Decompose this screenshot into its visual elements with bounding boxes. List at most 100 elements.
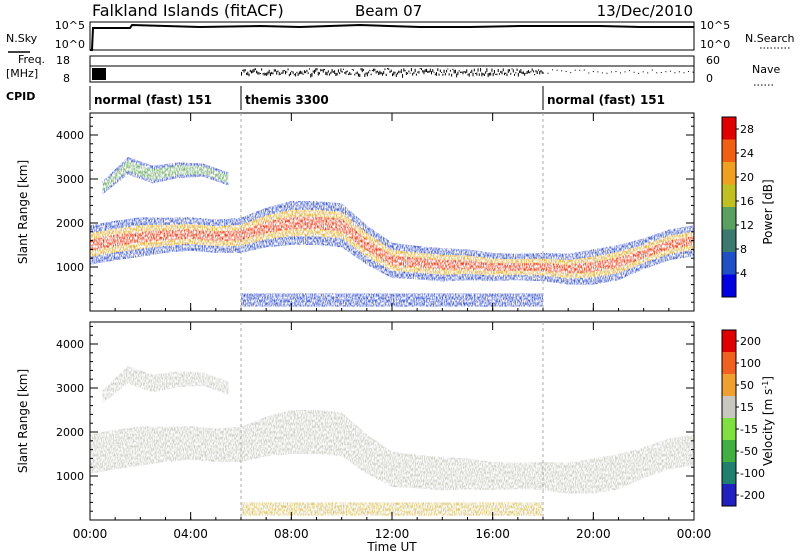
cpid-segment-label: themis 3300 (245, 93, 329, 107)
nave-mark (404, 69, 406, 72)
nave-mark (243, 69, 245, 73)
nave-mark (471, 69, 473, 73)
nave-mark (379, 70, 381, 75)
nave-mark (480, 68, 482, 72)
x-tick-label: 00:00 (677, 527, 712, 541)
nave-mark (358, 73, 360, 77)
nave-mark (409, 72, 411, 74)
nave-mark (371, 69, 373, 72)
nave-mark (532, 70, 534, 73)
y-tick-label: 4000 (56, 338, 84, 351)
nave-mark (444, 72, 446, 76)
nave-mark (297, 73, 299, 76)
colorbar-swatch (722, 440, 736, 463)
nave-mark (427, 70, 429, 74)
echo-band-main-core (90, 209, 694, 279)
nave-mark (395, 73, 397, 78)
nave-mark (257, 71, 259, 75)
nave-mark (313, 69, 315, 74)
nave-mark (394, 71, 396, 74)
nave-mark (369, 69, 371, 72)
nave-mark (306, 69, 308, 72)
cpid-segments: normal (fast) 151 themis 3300 normal (fast… (89, 86, 665, 110)
colorbar-tick-label: 100 (740, 357, 761, 370)
echo-band-ground (241, 293, 543, 307)
nave-mark (530, 71, 532, 73)
y-tick-label: 1000 (56, 261, 84, 274)
cpid-segment-label: normal (fast) 151 (547, 93, 665, 107)
nave-mark (339, 72, 341, 75)
y-tick-label: 2000 (56, 217, 84, 230)
nave-mark (503, 72, 505, 76)
nave-mark (307, 72, 309, 75)
nave-mark (519, 70, 521, 74)
nave-mark (373, 68, 375, 72)
nave-mark (355, 72, 357, 74)
nsky-label: N.Sky (6, 32, 38, 45)
nave-mark (521, 71, 523, 74)
nave-mark (497, 69, 499, 73)
colorbar-tick-label: 20 (740, 171, 754, 184)
nave-mark (374, 68, 376, 71)
counts-tick-top: 10^5 (55, 19, 85, 32)
nave-mark (272, 72, 274, 75)
y-tick-label: 1000 (56, 470, 84, 483)
nave-mark (540, 69, 542, 73)
power-panel: 1000 2000 3000 4000 Slant Range [km] 4 8 12 16… (16, 112, 775, 312)
nave-mark (276, 71, 278, 75)
nave-mark (312, 70, 314, 73)
nave-mark (588, 72, 590, 74)
colorbar-tick-label: 200 (740, 335, 761, 348)
nave-mark (515, 72, 517, 74)
nave-mark (384, 68, 386, 71)
power-colorbar: 4 8 12 16 20 24 28 (721, 116, 754, 298)
nave-mark (543, 72, 544, 74)
nave-mark (282, 70, 284, 74)
nave-mark (434, 73, 436, 76)
nave-mark (468, 73, 470, 77)
colorbar-swatch (722, 207, 736, 230)
nave-mark (511, 68, 513, 70)
nave-mark (381, 72, 383, 76)
nave-mark (332, 71, 334, 73)
nave-mark (556, 69, 558, 71)
counts-panel: N.Sky 10^5 10^0 10^5 10^0 N.Search (6, 19, 795, 53)
nave-mark (301, 71, 303, 75)
nave-mark (462, 71, 464, 75)
nave-mark (281, 72, 283, 74)
nave-mark (414, 68, 416, 73)
nave-mark (290, 72, 292, 76)
nave-mark (441, 71, 443, 73)
x-tick-label: 16:00 (475, 527, 510, 541)
nave-mark (251, 70, 253, 74)
nave-mark (601, 72, 603, 74)
nave-mark (397, 72, 399, 75)
nave-mark (574, 69, 576, 71)
colorbar-tick-label: -200 (740, 489, 765, 502)
nave-mark (537, 69, 539, 71)
nave-mark (448, 73, 450, 76)
nave-mark (477, 68, 479, 72)
nave-mark (481, 72, 483, 77)
nave-mark (361, 68, 363, 73)
nave-mark (315, 68, 317, 72)
nave-mark (478, 73, 480, 76)
nave-mark (326, 72, 328, 76)
y-tick-label: 4000 (56, 129, 84, 142)
nave-mark (407, 72, 409, 75)
nave-mark (597, 71, 599, 73)
nave-mark (506, 73, 508, 77)
colorbar-swatch (722, 374, 736, 397)
nave-mark (495, 73, 497, 75)
nave-mark (447, 68, 449, 70)
nave-mark (454, 69, 456, 74)
nave-mark (300, 70, 302, 74)
nave-mark (308, 68, 310, 70)
nave-mark (380, 71, 382, 75)
nave-mark (467, 73, 469, 76)
colorbar-swatch (722, 162, 736, 185)
nave-mark (327, 70, 329, 73)
x-tick-label: 04:00 (173, 527, 208, 541)
nave-mark (298, 71, 300, 75)
